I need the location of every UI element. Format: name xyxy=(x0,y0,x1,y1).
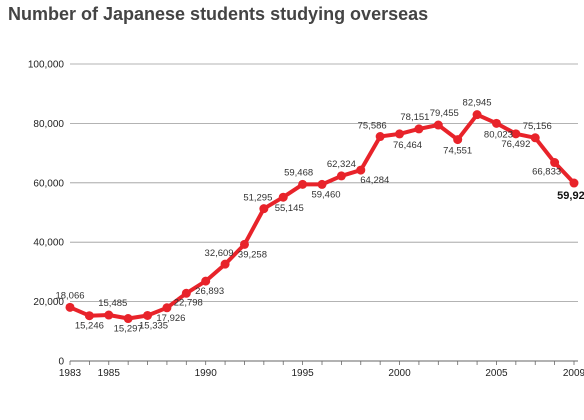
data-label: 66,833 xyxy=(532,167,561,178)
x-tick-label: 2005 xyxy=(485,368,508,379)
data-label: 79,455 xyxy=(430,108,459,119)
data-point xyxy=(65,302,75,312)
data-label: 75,156 xyxy=(523,121,552,132)
data-point xyxy=(530,133,540,143)
data-point xyxy=(298,179,308,189)
data-point xyxy=(259,204,269,214)
data-label: 80,023 xyxy=(484,129,513,140)
data-label: 39,258 xyxy=(238,249,267,260)
data-label: 74,551 xyxy=(443,146,472,157)
data-label: 51,295 xyxy=(243,193,272,204)
y-tick-label: 40,000 xyxy=(33,238,64,249)
x-tick-label: 1990 xyxy=(195,368,218,379)
x-tick-label: 2009 xyxy=(563,368,584,379)
data-point xyxy=(356,165,366,175)
data-point xyxy=(569,178,579,188)
y-tick-label: 0 xyxy=(58,357,64,368)
data-label: 15,297 xyxy=(114,324,143,335)
data-label: 55,145 xyxy=(275,203,304,214)
data-point xyxy=(239,239,249,249)
x-tick-label: 1995 xyxy=(291,368,314,379)
data-label: 78,151 xyxy=(400,112,429,123)
data-point xyxy=(162,303,172,313)
data-label: 59,468 xyxy=(284,167,313,178)
data-label: 17,926 xyxy=(156,313,185,324)
x-tick-label: 1985 xyxy=(98,368,121,379)
data-point xyxy=(414,124,424,134)
data-label: 62,324 xyxy=(327,159,356,170)
data-point xyxy=(491,118,501,128)
y-axis-ticks: 0 20,000 40,000 60,000 80,000 100,000 xyxy=(28,60,65,368)
x-axis: 1983 1985 1990 1995 2000 2005 2009 xyxy=(59,361,584,379)
chart-title: Number of Japanese students studying ove… xyxy=(8,4,429,24)
data-label: 76,492 xyxy=(501,139,530,150)
data-label: 59,923 xyxy=(557,190,584,202)
data-label: 76,464 xyxy=(393,140,422,151)
data-point xyxy=(143,310,153,320)
data-label: 22,798 xyxy=(174,297,203,308)
data-point xyxy=(104,310,114,320)
data-point xyxy=(395,129,405,139)
data-point xyxy=(472,110,482,120)
data-label: 59,460 xyxy=(311,189,340,200)
data-point xyxy=(220,259,230,269)
data-point xyxy=(278,192,288,202)
series-line xyxy=(68,112,576,321)
x-tick-label: 2000 xyxy=(388,368,411,379)
data-point xyxy=(453,135,463,145)
data-point xyxy=(181,288,191,298)
data-label: 32,609 xyxy=(205,248,234,259)
data-point xyxy=(433,120,443,130)
data-series xyxy=(65,110,579,324)
x-tick-label: 1983 xyxy=(59,368,82,379)
data-label: 15,485 xyxy=(98,298,127,309)
y-tick-label: 100,000 xyxy=(28,60,65,71)
data-point xyxy=(375,132,385,142)
data-point xyxy=(201,276,211,286)
data-label: 18,066 xyxy=(55,290,84,301)
data-point xyxy=(511,129,521,139)
data-point xyxy=(550,158,560,168)
data-point xyxy=(317,179,327,189)
data-point xyxy=(123,314,133,324)
y-tick-label: 60,000 xyxy=(33,178,64,189)
data-point xyxy=(336,171,346,181)
data-label: 75,586 xyxy=(358,121,387,132)
data-label: 82,945 xyxy=(463,98,492,109)
data-point xyxy=(84,311,94,321)
data-label: 26,893 xyxy=(195,286,224,297)
y-tick-label: 20,000 xyxy=(33,297,64,308)
data-label: 64,284 xyxy=(360,175,389,186)
data-label: 15,335 xyxy=(139,320,168,331)
data-label: 15,246 xyxy=(75,321,104,332)
y-tick-label: 80,000 xyxy=(33,119,64,130)
